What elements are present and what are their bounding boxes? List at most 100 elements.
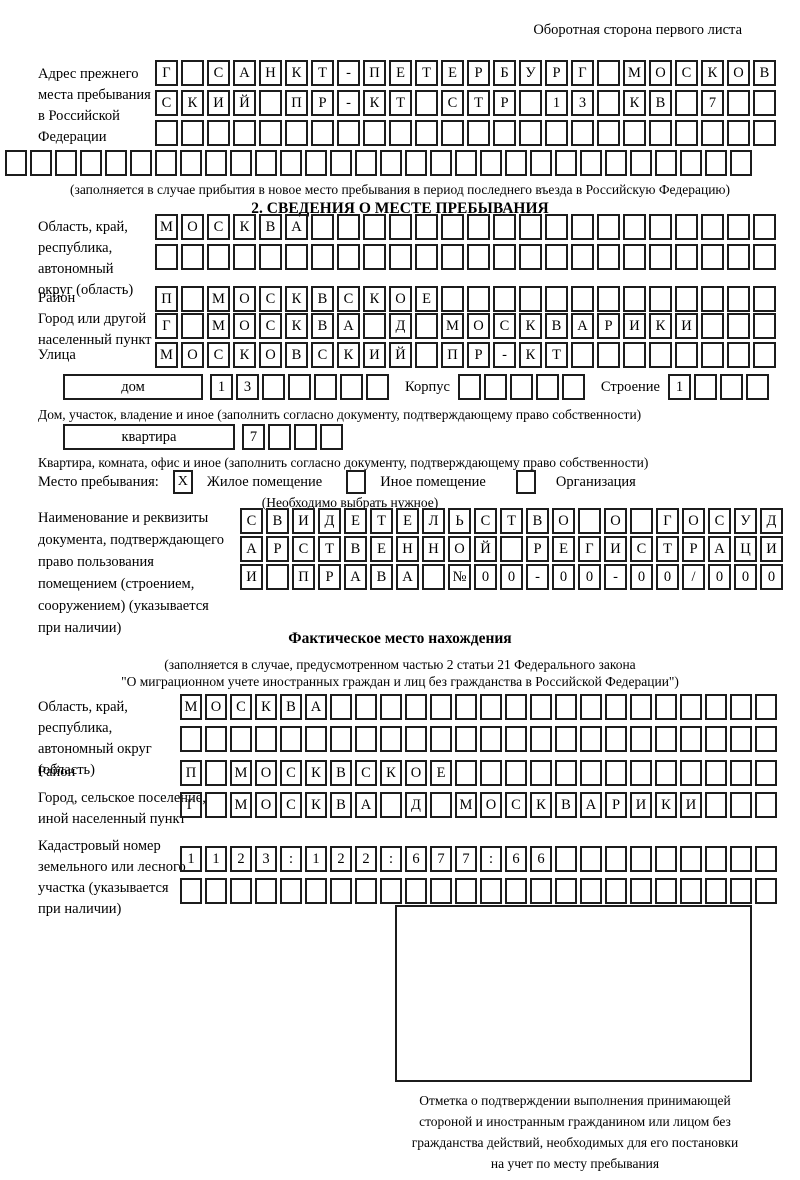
char-cell[interactable] [455, 726, 477, 752]
char-cell[interactable] [730, 726, 752, 752]
char-cell[interactable] [623, 244, 646, 270]
char-cell[interactable]: О [649, 60, 672, 86]
char-cell[interactable] [280, 726, 302, 752]
char-cell[interactable] [405, 150, 427, 176]
char-cell[interactable] [705, 150, 727, 176]
char-cell[interactable] [337, 244, 360, 270]
char-cell[interactable]: 0 [500, 564, 523, 590]
char-cell[interactable] [680, 694, 702, 720]
char-cell[interactable] [623, 120, 646, 146]
char-cell[interactable] [467, 244, 490, 270]
char-cell[interactable] [255, 150, 277, 176]
char-cell[interactable]: С [337, 286, 360, 312]
char-cell[interactable] [680, 726, 702, 752]
char-cell[interactable]: К [519, 313, 542, 339]
char-cell[interactable] [181, 286, 204, 312]
char-cell[interactable] [727, 286, 750, 312]
char-cell[interactable]: И [675, 313, 698, 339]
char-cell[interactable] [649, 286, 672, 312]
char-cell[interactable]: Р [493, 90, 516, 116]
char-cell[interactable]: 1 [545, 90, 568, 116]
char-cell[interactable]: / [682, 564, 705, 590]
char-cell[interactable] [755, 760, 777, 786]
char-cell[interactable]: К [255, 694, 277, 720]
char-cell[interactable]: В [259, 214, 282, 240]
char-cell[interactable] [649, 214, 672, 240]
char-cell[interactable] [505, 694, 527, 720]
char-cell[interactable]: - [493, 342, 516, 368]
char-cell[interactable] [259, 120, 282, 146]
char-cell[interactable]: Д [318, 508, 341, 534]
char-cell[interactable] [655, 878, 677, 904]
char-cell[interactable]: В [330, 792, 352, 818]
char-cell[interactable]: В [753, 60, 776, 86]
char-cell[interactable]: М [207, 286, 230, 312]
char-cell[interactable] [571, 120, 594, 146]
char-cell[interactable] [675, 342, 698, 368]
char-cell[interactable] [505, 760, 527, 786]
char-cell[interactable] [555, 694, 577, 720]
char-cell[interactable] [605, 726, 627, 752]
char-cell[interactable]: А [571, 313, 594, 339]
char-cell[interactable]: Р [597, 313, 620, 339]
char-cell[interactable] [311, 214, 334, 240]
char-cell[interactable]: О [181, 342, 204, 368]
char-cell[interactable] [405, 694, 427, 720]
char-cell[interactable]: Т [415, 60, 438, 86]
char-cell[interactable] [730, 846, 752, 872]
char-cell[interactable] [455, 150, 477, 176]
char-cell[interactable]: 1 [667, 374, 691, 400]
char-cell[interactable] [355, 878, 377, 904]
char-cell[interactable] [530, 694, 552, 720]
char-cell[interactable] [730, 694, 752, 720]
char-cell[interactable]: И [604, 536, 627, 562]
char-cell[interactable]: Н [259, 60, 282, 86]
char-cell[interactable] [630, 508, 653, 534]
char-cell[interactable]: Р [545, 60, 568, 86]
char-cell[interactable] [745, 374, 769, 400]
char-cell[interactable]: 1 [305, 846, 327, 872]
char-cell[interactable] [288, 374, 311, 400]
char-cell[interactable]: : [280, 846, 302, 872]
char-cell[interactable] [30, 150, 52, 176]
char-cell[interactable]: О [552, 508, 575, 534]
char-cell[interactable] [320, 424, 343, 450]
char-cell[interactable] [205, 760, 227, 786]
char-cell[interactable] [555, 150, 577, 176]
char-cell[interactable] [755, 792, 777, 818]
char-cell[interactable] [605, 694, 627, 720]
char-cell[interactable]: С [311, 342, 334, 368]
char-cell[interactable] [753, 214, 776, 240]
char-cell[interactable] [430, 878, 452, 904]
char-cell[interactable] [493, 286, 516, 312]
char-cell[interactable] [530, 150, 552, 176]
char-cell[interactable] [363, 120, 386, 146]
char-cell[interactable] [285, 244, 308, 270]
char-cell[interactable] [580, 846, 602, 872]
char-cell[interactable]: Т [370, 508, 393, 534]
char-cell[interactable]: О [467, 313, 490, 339]
stay-type-checkbox-residential[interactable]: X [172, 470, 193, 494]
char-cell[interactable] [415, 244, 438, 270]
char-cell[interactable]: № [448, 564, 471, 590]
char-cell[interactable] [530, 878, 552, 904]
char-cell[interactable] [655, 150, 677, 176]
char-cell[interactable]: Й [389, 342, 412, 368]
char-cell[interactable]: Р [266, 536, 289, 562]
char-cell[interactable] [80, 150, 102, 176]
char-cell[interactable] [630, 150, 652, 176]
char-cell[interactable] [311, 244, 334, 270]
char-cell[interactable]: А [344, 564, 367, 590]
char-cell[interactable]: 0 [656, 564, 679, 590]
char-cell[interactable] [597, 90, 620, 116]
char-cell[interactable]: И [292, 508, 315, 534]
char-cell[interactable]: О [405, 760, 427, 786]
char-cell[interactable] [623, 286, 646, 312]
char-cell[interactable] [571, 214, 594, 240]
char-cell[interactable] [337, 120, 360, 146]
char-cell[interactable] [415, 90, 438, 116]
char-cell[interactable]: Р [682, 536, 705, 562]
char-cell[interactable] [205, 150, 227, 176]
char-cell[interactable] [655, 694, 677, 720]
char-cell[interactable] [755, 846, 777, 872]
